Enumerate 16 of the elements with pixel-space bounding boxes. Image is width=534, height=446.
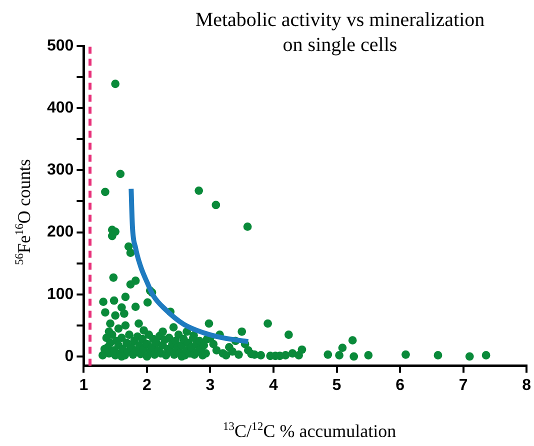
x-tick-label: 1 xyxy=(79,376,88,394)
y-tick-label: 300 xyxy=(46,162,74,179)
x-tick-label: 8 xyxy=(522,376,532,394)
x-axis-title: $^{13}$C/$^{12}$C % accumulation xyxy=(222,420,398,442)
chart-title: Metabolic activity vs mineralization on single cells xyxy=(194,8,486,58)
x-tick-label: 2 xyxy=(142,376,152,394)
x-tick-label: 5 xyxy=(332,376,342,394)
x-tick-label: 7 xyxy=(458,376,468,394)
x-tick-label: 3 xyxy=(206,376,215,394)
y-tick-label: 0 xyxy=(64,348,74,365)
x-tick-label: 4 xyxy=(269,376,278,394)
y-tick-label: 200 xyxy=(46,224,74,241)
y-tick-label: 400 xyxy=(46,100,74,117)
x-tick-label: 6 xyxy=(396,376,405,394)
y-tick-label: 100 xyxy=(46,286,74,303)
y-tick-label: 500 xyxy=(46,37,74,54)
